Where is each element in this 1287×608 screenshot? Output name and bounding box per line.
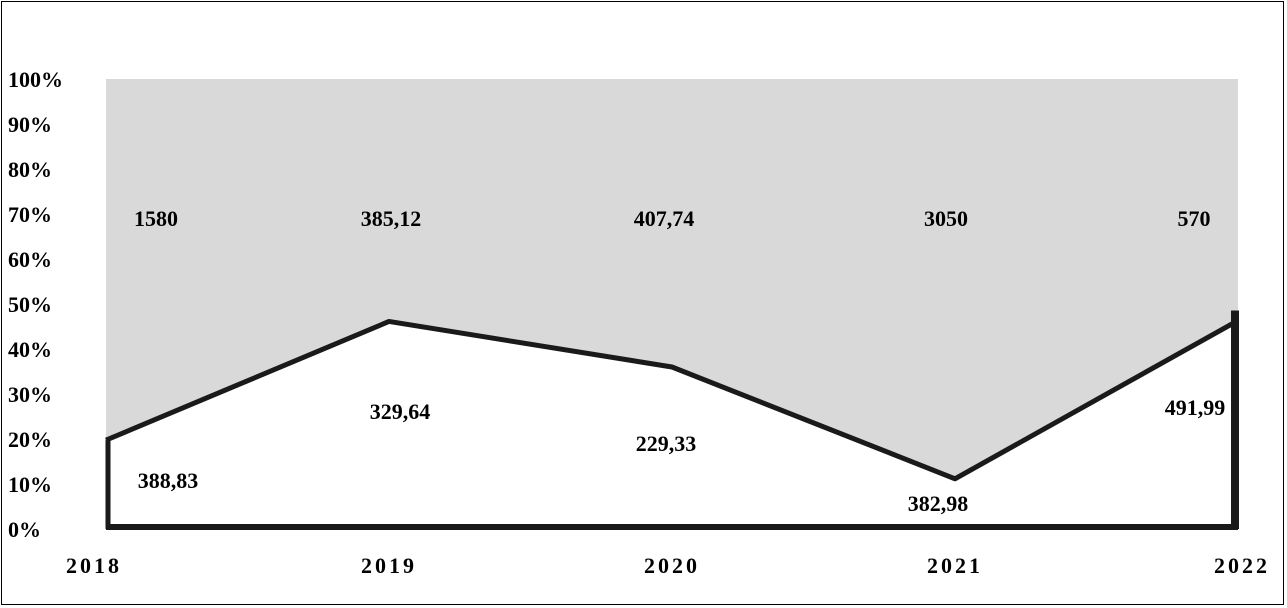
y-tick-label: 0% (8, 517, 41, 542)
data-label-lower: 491,99 (1165, 395, 1226, 420)
y-tick-label: 20% (8, 427, 52, 452)
y-tick-label: 70% (8, 202, 52, 227)
data-label-upper: 407,74 (634, 206, 695, 231)
data-label-lower: 382,98 (908, 491, 969, 516)
data-label-lower: 388,83 (138, 468, 199, 493)
lower-series-area (106, 320, 1238, 529)
y-tick-label: 10% (8, 472, 52, 497)
y-tick-label: 80% (8, 157, 52, 182)
data-label-upper: 1580 (134, 206, 178, 231)
data-label-lower: 229,33 (636, 431, 697, 456)
data-label-upper: 3050 (924, 206, 968, 231)
data-label-lower: 329,64 (370, 399, 431, 424)
x-tick-label: 2021 (927, 553, 983, 578)
y-tick-label: 100% (8, 67, 63, 92)
data-label-upper: 570 (1178, 206, 1211, 231)
x-tick-label: 2019 (361, 553, 417, 578)
y-tick-label: 60% (8, 247, 52, 272)
lower-series-top-line (105, 318, 1240, 482)
y-tick-label: 40% (8, 337, 52, 362)
x-tick-label: 2020 (644, 553, 700, 578)
y-tick-label: 30% (8, 382, 52, 407)
y-tick-label: 90% (8, 112, 52, 137)
x-tick-label: 2022 (1214, 553, 1270, 578)
data-label-upper: 385,12 (361, 206, 422, 231)
x-tick-label: 2018 (66, 553, 122, 578)
y-tick-label: 50% (8, 292, 52, 317)
